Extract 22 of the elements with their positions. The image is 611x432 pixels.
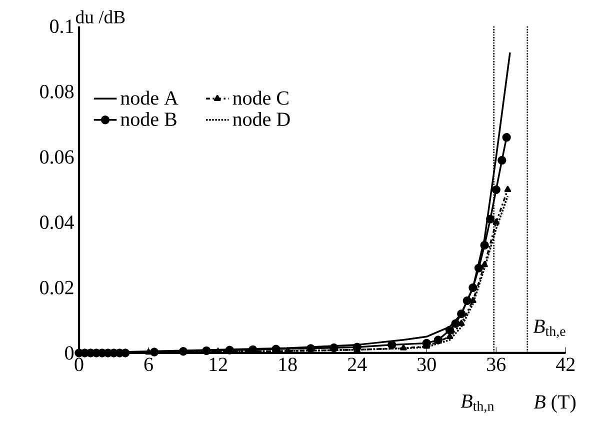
x-tick-label: 6: [144, 358, 153, 372]
ref-line-label: B$_{th,e}$: [533, 320, 566, 338]
x-tick-label: 24: [348, 358, 367, 371]
x-tick-label: 12: [210, 358, 227, 371]
ref-line-label: B$_{th,n}$: [460, 394, 494, 413]
x-tick-label: 36: [487, 358, 506, 372]
y-tick-label: 0.02: [40, 280, 74, 294]
y-tick-label: 0.06: [40, 150, 74, 164]
y-axis-title: du /dB: [76, 10, 125, 24]
y-tick-label: 0.1: [50, 20, 74, 34]
x-tick-label: 0: [74, 358, 84, 372]
legend-label: node D: [232, 112, 290, 126]
legend-label: node C: [232, 90, 288, 105]
x-tick-label: 18: [279, 358, 297, 372]
legend-label: node A: [120, 90, 178, 105]
legend-label: node B: [120, 112, 176, 126]
x-tick-label: 30: [418, 358, 436, 372]
y-tick-label: 0: [65, 346, 74, 360]
y-tick-label: 0.08: [40, 84, 74, 98]
x-axis-title: B (T): [534, 394, 576, 413]
x-tick-label: 42: [556, 358, 575, 371]
y-tick-label: 0.04: [40, 216, 74, 230]
